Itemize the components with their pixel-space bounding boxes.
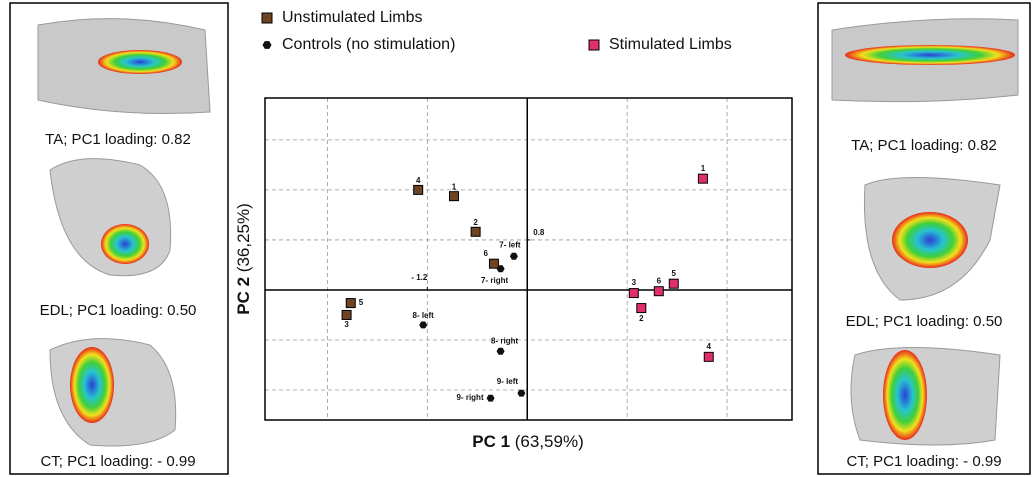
point <box>342 310 351 319</box>
point-label: 4 <box>707 342 712 351</box>
point-label: 2 <box>639 314 644 323</box>
plot: - 1.2 0.8 Unstimulated Limbs 4 1 2 6 5 3 Controls… <box>262 9 792 420</box>
ct-heatmap <box>70 347 114 423</box>
point-label: 1 <box>452 182 457 191</box>
caption: TA; PC1 loading: 0.82 <box>851 137 997 154</box>
point <box>698 174 707 183</box>
x-axis-title-bold: PC 1 <box>472 432 510 451</box>
x-axis-title: PC 1 (63,59%) <box>472 432 584 451</box>
edl-heatmap <box>892 212 968 268</box>
point <box>419 322 427 329</box>
caption: EDL; PC1 loading: 0.50 <box>40 302 197 319</box>
y-axis-title: PC 2 (36,25%) <box>234 203 253 315</box>
ta-heatmap <box>98 50 182 74</box>
point <box>704 352 713 361</box>
point-label: 2 <box>473 218 478 227</box>
point <box>517 390 525 397</box>
point-label: 7- right <box>481 276 508 285</box>
point-label: 6 <box>483 249 488 258</box>
point <box>497 348 505 355</box>
point <box>669 279 678 288</box>
point-label: 1 <box>701 164 706 173</box>
point-label: 7- left <box>499 240 521 249</box>
caption: EDL; PC1 loading: 0.50 <box>846 313 1003 330</box>
x-axis-title-rest: (63,59%) <box>515 432 584 451</box>
point-label: 5 <box>359 298 364 307</box>
point-label: 8- left <box>413 311 435 320</box>
point <box>346 299 355 308</box>
point <box>489 259 498 268</box>
plot-frame <box>265 98 792 420</box>
point <box>487 395 495 402</box>
point <box>510 253 518 260</box>
point-label: 9- left <box>497 377 519 386</box>
point-label: 8- right <box>491 336 518 345</box>
x-tick-label: - 1.2 <box>411 273 428 282</box>
y-tick-label: 0.8 <box>533 228 545 237</box>
y-axis-title-rest: (36,25%) <box>234 203 253 272</box>
point <box>449 192 458 201</box>
legend-label: Controls (no stimulation) <box>282 36 455 53</box>
legend-label: Stimulated Limbs <box>609 36 732 53</box>
ta-heatmap <box>845 45 1015 65</box>
caption: CT; PC1 loading: - 0.99 <box>40 453 195 470</box>
legend-label: Unstimulated Limbs <box>282 9 423 26</box>
legend-marker <box>263 41 272 49</box>
legend-marker <box>262 13 272 23</box>
point <box>629 289 638 298</box>
point-label: 5 <box>672 269 677 278</box>
point-label: 6 <box>657 276 662 285</box>
caption: CT; PC1 loading: - 0.99 <box>846 453 1001 470</box>
ct-heatmap <box>883 350 927 440</box>
y-axis-title-bold: PC 2 <box>234 277 253 315</box>
legend-marker <box>589 40 599 50</box>
figure: TA; PC1 loading: 0.82 EDL; PC1 loading: … <box>0 0 1032 477</box>
point-label: 4 <box>416 176 421 185</box>
point <box>414 185 423 194</box>
point-label: 3 <box>632 278 637 287</box>
caption: TA; PC1 loading: 0.82 <box>45 131 191 148</box>
point-label: 9- right <box>457 393 484 402</box>
point <box>654 287 663 296</box>
edl-heatmap <box>101 224 149 264</box>
point <box>471 227 480 236</box>
point-label: 3 <box>344 320 349 329</box>
point <box>637 304 646 313</box>
